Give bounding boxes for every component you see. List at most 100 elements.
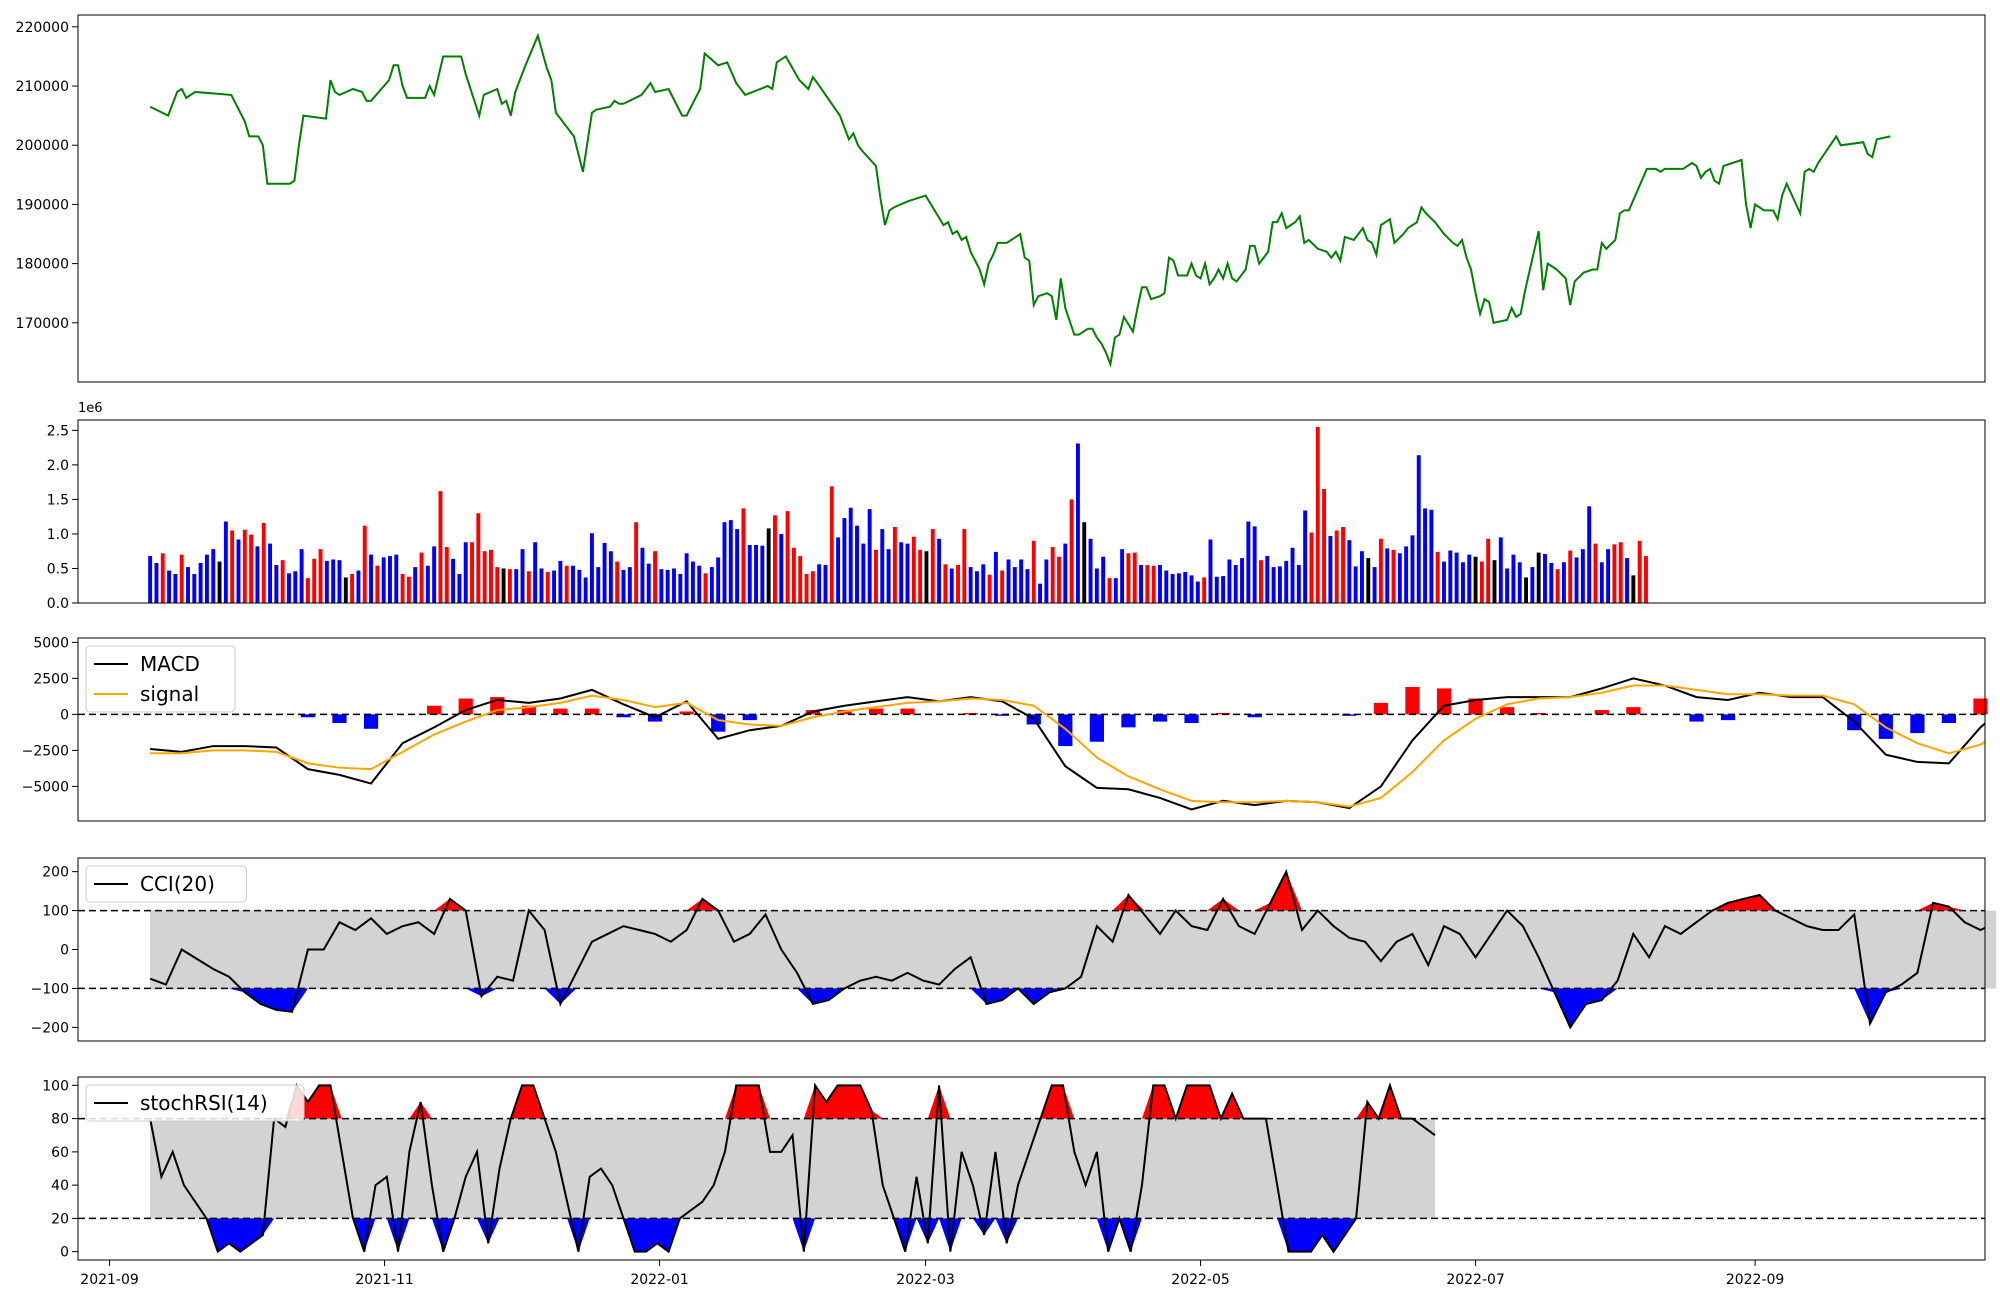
volume-bar [1221,576,1226,603]
volume-bar [798,556,803,603]
macd-histogram-bar [1689,714,1704,722]
volume-bar [627,567,632,603]
volume-bar [1057,556,1061,603]
macd-histogram-bar [553,708,568,715]
macd-histogram-bar [1436,688,1452,715]
volume-bar [1555,569,1560,603]
volume-bar [255,546,260,603]
macd-histogram-bar [1247,714,1262,718]
macd-histogram-bar [300,714,316,718]
volume-bar [179,554,184,603]
volume-bar [1195,581,1200,603]
volume-bar [324,560,329,603]
macd-histogram-bar [868,708,884,715]
volume-bar [526,571,531,603]
volume-bar [1158,565,1162,603]
volume-bar [451,558,456,603]
volume-bar [463,542,468,603]
volume-bar [1151,565,1156,603]
macd-y-tick-label: 0 [60,707,69,723]
volume-bar [211,549,216,603]
volume-bar [280,560,285,603]
volume-bar [1189,575,1194,603]
volume-bar [1618,542,1623,603]
volume-bar [1448,550,1453,603]
volume-bar [1025,569,1030,603]
volume-bar [855,525,859,603]
volume-bar [829,486,834,603]
macd-histogram-bar [1626,707,1641,715]
volume-y-tick-label: 2.5 [47,423,69,439]
cci-axes-frame [77,857,1986,1042]
volume-bar [1259,560,1263,603]
price-axes-frame [77,14,1986,383]
volume-bar [760,545,765,603]
volume-y-tick-label: 2.0 [47,458,69,474]
volume-bar [476,513,481,603]
volume-bar [690,561,695,603]
volume-bar [1277,566,1282,603]
date-x-axis: 2021-09 2021-11 2022-01 2022-03 2022-05 2022-… [80,1260,1784,1288]
volume-bar [867,509,872,603]
volume-bar [1303,510,1308,603]
volume-bar [1328,536,1333,603]
volume-bar [640,547,645,603]
volume-bar [274,565,279,603]
volume-bar [1044,559,1049,603]
volume-bar [1347,540,1352,603]
volume-bar [1088,538,1093,603]
volume-bar [785,511,790,603]
macd-y-tick-label: 2500 [33,671,69,687]
macd-histogram-bar [742,714,757,721]
volume-bar [646,563,651,603]
volume-bar [501,568,506,603]
volume-bar [615,561,620,603]
volume-bar [678,574,683,603]
volume-bar [1069,499,1074,603]
volume-bar [754,544,758,603]
stochrsi-y-tick-label: 60 [51,1145,69,1161]
volume-bar [1164,570,1169,603]
volume-y-tick-label: 0.0 [47,596,69,612]
volume-bar [1227,559,1232,603]
volume-bar [343,577,348,603]
volume-bar [1353,566,1358,603]
volume-bar [1530,567,1535,603]
volume-bar [160,553,165,603]
stochrsi-y-tick-label: 0 [60,1245,69,1261]
cci-y-tick-label: −100 [31,981,69,997]
volume-bar [1094,568,1099,603]
volume-bar [514,569,519,603]
volume-bar [1505,568,1510,603]
macd-y-tick-label: −2500 [22,743,69,759]
price-panel: 170000 180000 190000 200000 210000 220000 [16,14,1986,383]
price-y-axis: 170000 180000 190000 200000 210000 220000 [16,20,78,332]
volume-bar [1492,560,1497,603]
macd-histogram-bar [332,714,347,724]
volume-bar [1486,538,1491,603]
macd-histogram-bar [1910,714,1925,734]
volume-bar [1208,539,1213,603]
volume-bar [381,557,386,603]
volume-bar [533,542,538,603]
volume-bar [1126,553,1131,603]
volume-bar [930,529,935,603]
volume-bar [1334,530,1339,603]
stochrsi-line [149,1082,1436,1254]
stochrsi-y-axis: 0 20 40 60 80 100 [42,1078,78,1261]
macd-histogram-bar [1594,710,1609,715]
macd-histogram-bar [1184,714,1199,724]
volume-bar [489,549,493,603]
volume-bar [520,549,525,603]
volume-bar [470,542,474,603]
volume-bar [1511,554,1516,603]
volume-bar [236,539,241,603]
volume-bar [186,567,190,603]
volume-bar [545,571,550,603]
volume-bar [1416,455,1421,603]
cci-y-axis: −200 −100 0 100 200 [31,865,78,1036]
stochrsi-y-tick-label: 80 [51,1112,69,1128]
volume-bar [1644,556,1648,603]
volume-bar [1543,553,1547,603]
volume-bar [362,525,367,603]
